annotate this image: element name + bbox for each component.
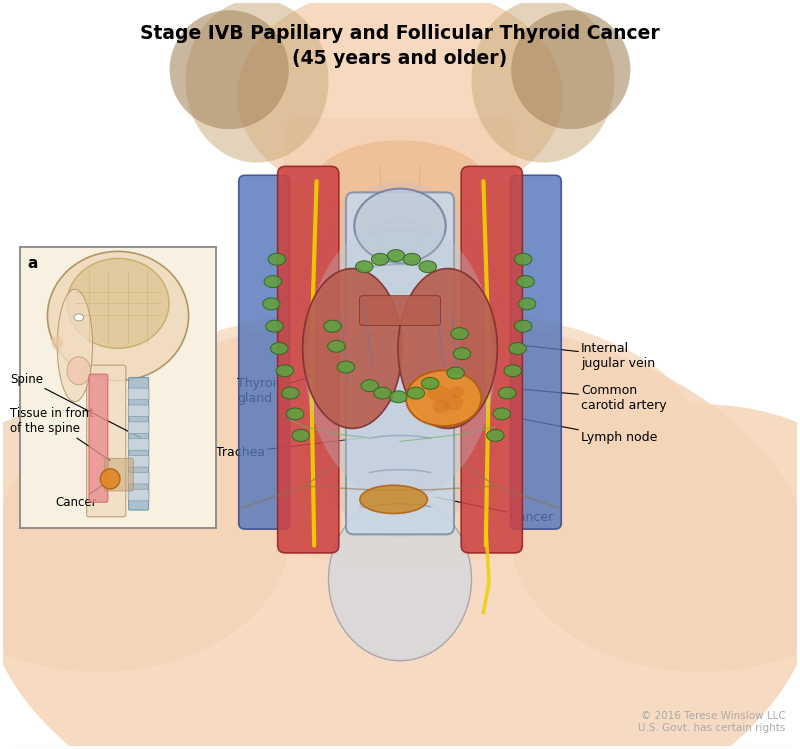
Ellipse shape — [282, 387, 299, 399]
Text: Stage IVB Papillary and Follicular Thyroid Cancer
(45 years and older): Stage IVB Papillary and Follicular Thyro… — [140, 24, 660, 67]
FancyBboxPatch shape — [128, 388, 149, 400]
Ellipse shape — [102, 304, 698, 564]
Text: Cancer: Cancer — [436, 497, 554, 524]
Ellipse shape — [360, 485, 427, 514]
Ellipse shape — [0, 315, 800, 749]
Text: © 2016 Terese Winslow LLC
U.S. Govt. has certain rights: © 2016 Terese Winslow LLC U.S. Govt. has… — [638, 712, 786, 733]
Ellipse shape — [419, 261, 437, 273]
Ellipse shape — [471, 0, 614, 163]
Ellipse shape — [355, 261, 373, 273]
Ellipse shape — [486, 429, 504, 441]
Text: Lymph node: Lymph node — [523, 419, 658, 444]
Ellipse shape — [266, 321, 283, 332]
Ellipse shape — [511, 404, 800, 672]
Ellipse shape — [398, 269, 498, 428]
Ellipse shape — [427, 385, 450, 401]
Ellipse shape — [0, 404, 289, 672]
FancyBboxPatch shape — [128, 405, 149, 416]
FancyBboxPatch shape — [89, 374, 108, 503]
Ellipse shape — [170, 10, 289, 129]
Ellipse shape — [514, 321, 532, 332]
Ellipse shape — [58, 289, 93, 401]
FancyBboxPatch shape — [128, 489, 149, 501]
Ellipse shape — [67, 357, 90, 385]
Ellipse shape — [447, 367, 464, 379]
FancyBboxPatch shape — [283, 118, 517, 348]
Text: c: c — [359, 498, 366, 511]
Ellipse shape — [74, 314, 84, 321]
Ellipse shape — [422, 377, 439, 389]
Ellipse shape — [433, 400, 450, 413]
FancyBboxPatch shape — [346, 192, 454, 534]
Ellipse shape — [361, 380, 378, 392]
Ellipse shape — [443, 395, 463, 410]
Ellipse shape — [329, 497, 471, 661]
Text: Trachea: Trachea — [216, 437, 364, 459]
Ellipse shape — [451, 327, 468, 339]
Ellipse shape — [186, 0, 329, 163]
Ellipse shape — [292, 429, 310, 441]
Ellipse shape — [504, 365, 522, 377]
FancyBboxPatch shape — [238, 175, 290, 529]
FancyBboxPatch shape — [128, 439, 149, 450]
Ellipse shape — [449, 386, 464, 398]
FancyBboxPatch shape — [128, 455, 149, 467]
Ellipse shape — [313, 140, 487, 229]
Ellipse shape — [374, 387, 391, 399]
Ellipse shape — [237, 0, 563, 207]
Ellipse shape — [338, 361, 354, 373]
Ellipse shape — [262, 298, 280, 310]
Ellipse shape — [493, 408, 510, 420]
Ellipse shape — [371, 253, 389, 265]
FancyBboxPatch shape — [510, 175, 562, 529]
Ellipse shape — [390, 391, 407, 403]
Text: Spine: Spine — [10, 373, 142, 438]
Ellipse shape — [387, 249, 405, 261]
Text: Common
carotid artery: Common carotid artery — [523, 384, 666, 412]
Text: b: b — [440, 403, 449, 416]
Ellipse shape — [289, 181, 511, 538]
Ellipse shape — [517, 276, 534, 288]
Text: a: a — [28, 255, 38, 270]
Text: Thyroid
gland: Thyroid gland — [237, 367, 348, 405]
FancyBboxPatch shape — [128, 473, 149, 484]
Ellipse shape — [47, 252, 189, 380]
Ellipse shape — [403, 253, 421, 265]
Text: Cancer: Cancer — [55, 483, 106, 509]
Ellipse shape — [514, 253, 532, 265]
Ellipse shape — [354, 189, 446, 263]
FancyBboxPatch shape — [129, 377, 149, 510]
Ellipse shape — [270, 342, 288, 354]
Ellipse shape — [509, 342, 526, 354]
FancyBboxPatch shape — [128, 422, 149, 434]
Ellipse shape — [511, 10, 630, 129]
Text: Tissue in front
of the spine: Tissue in front of the spine — [10, 407, 110, 461]
FancyBboxPatch shape — [278, 166, 339, 553]
FancyBboxPatch shape — [359, 296, 441, 325]
Ellipse shape — [268, 253, 286, 265]
Ellipse shape — [328, 340, 345, 352]
Ellipse shape — [67, 258, 169, 348]
Ellipse shape — [276, 365, 294, 377]
Ellipse shape — [264, 276, 282, 288]
FancyBboxPatch shape — [86, 366, 126, 517]
Ellipse shape — [302, 269, 402, 428]
Ellipse shape — [100, 469, 120, 489]
Ellipse shape — [407, 387, 425, 399]
Ellipse shape — [518, 298, 536, 310]
FancyBboxPatch shape — [461, 166, 522, 553]
Ellipse shape — [498, 387, 516, 399]
Ellipse shape — [406, 371, 482, 426]
Ellipse shape — [51, 336, 63, 350]
Ellipse shape — [305, 219, 495, 501]
FancyBboxPatch shape — [105, 458, 134, 491]
Ellipse shape — [286, 408, 304, 420]
Text: Internal
jugular vein: Internal jugular vein — [517, 342, 655, 370]
Ellipse shape — [454, 348, 470, 360]
Ellipse shape — [324, 321, 342, 332]
